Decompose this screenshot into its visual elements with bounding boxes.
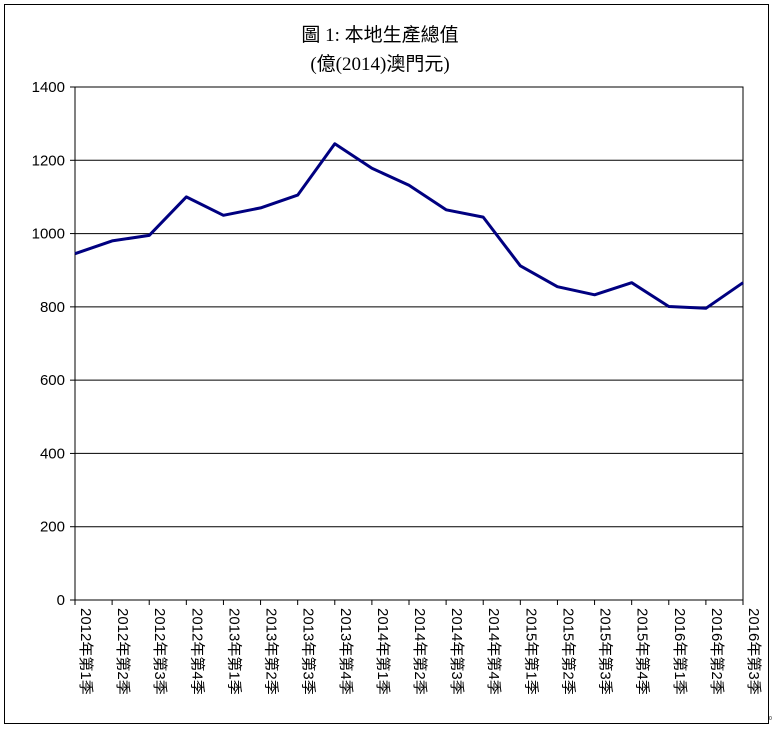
x-tick-label: 2014年第3季 xyxy=(448,608,466,695)
y-tick-label: 800 xyxy=(40,299,65,316)
y-tick-label: 400 xyxy=(40,445,65,462)
x-tick-label: 2012年第1季 xyxy=(77,608,95,695)
x-tick-label: 2012年第2季 xyxy=(114,608,132,695)
x-tick-label: 2015年第3季 xyxy=(597,608,615,695)
x-tick-label: 2012年第4季 xyxy=(188,608,206,695)
x-tick-label: 2013年第2季 xyxy=(263,608,281,695)
x-tick-label: 2015年第4季 xyxy=(634,608,652,695)
chart-frame xyxy=(4,4,769,724)
chart-subtitle: (億(2014)澳門元) xyxy=(310,53,449,75)
corner-mark: 0 xyxy=(769,716,772,722)
x-tick-label: 2015年第2季 xyxy=(559,608,577,695)
x-tick-label: 2016年第2季 xyxy=(708,608,726,695)
x-tick-label: 2016年第3季 xyxy=(745,608,763,695)
plot-area xyxy=(74,86,744,601)
x-tick-label: 2013年第4季 xyxy=(337,608,355,695)
series-line xyxy=(74,142,744,310)
y-tick-label: 0 xyxy=(57,592,65,609)
x-tick-label: 2013年第1季 xyxy=(225,608,243,695)
y-tick-label: 1000 xyxy=(32,226,65,243)
y-tick-label: 1400 xyxy=(32,79,65,96)
x-tick-label: 2014年第1季 xyxy=(374,608,392,695)
y-tick-label: 200 xyxy=(40,519,65,536)
y-tick-label: 1200 xyxy=(32,152,65,169)
x-tick-label: 2012年第3季 xyxy=(151,608,169,695)
chart-title: 圖 1: 本地生產總值 xyxy=(301,24,458,46)
x-tick-label: 2013年第3季 xyxy=(300,608,318,695)
x-tick-label: 2015年第1季 xyxy=(522,608,540,695)
x-tick-label: 2016年第1季 xyxy=(671,608,689,695)
x-tick-label: 2014年第4季 xyxy=(485,608,503,695)
y-tick-label: 600 xyxy=(40,372,65,389)
x-tick-label: 2014年第2季 xyxy=(411,608,429,695)
